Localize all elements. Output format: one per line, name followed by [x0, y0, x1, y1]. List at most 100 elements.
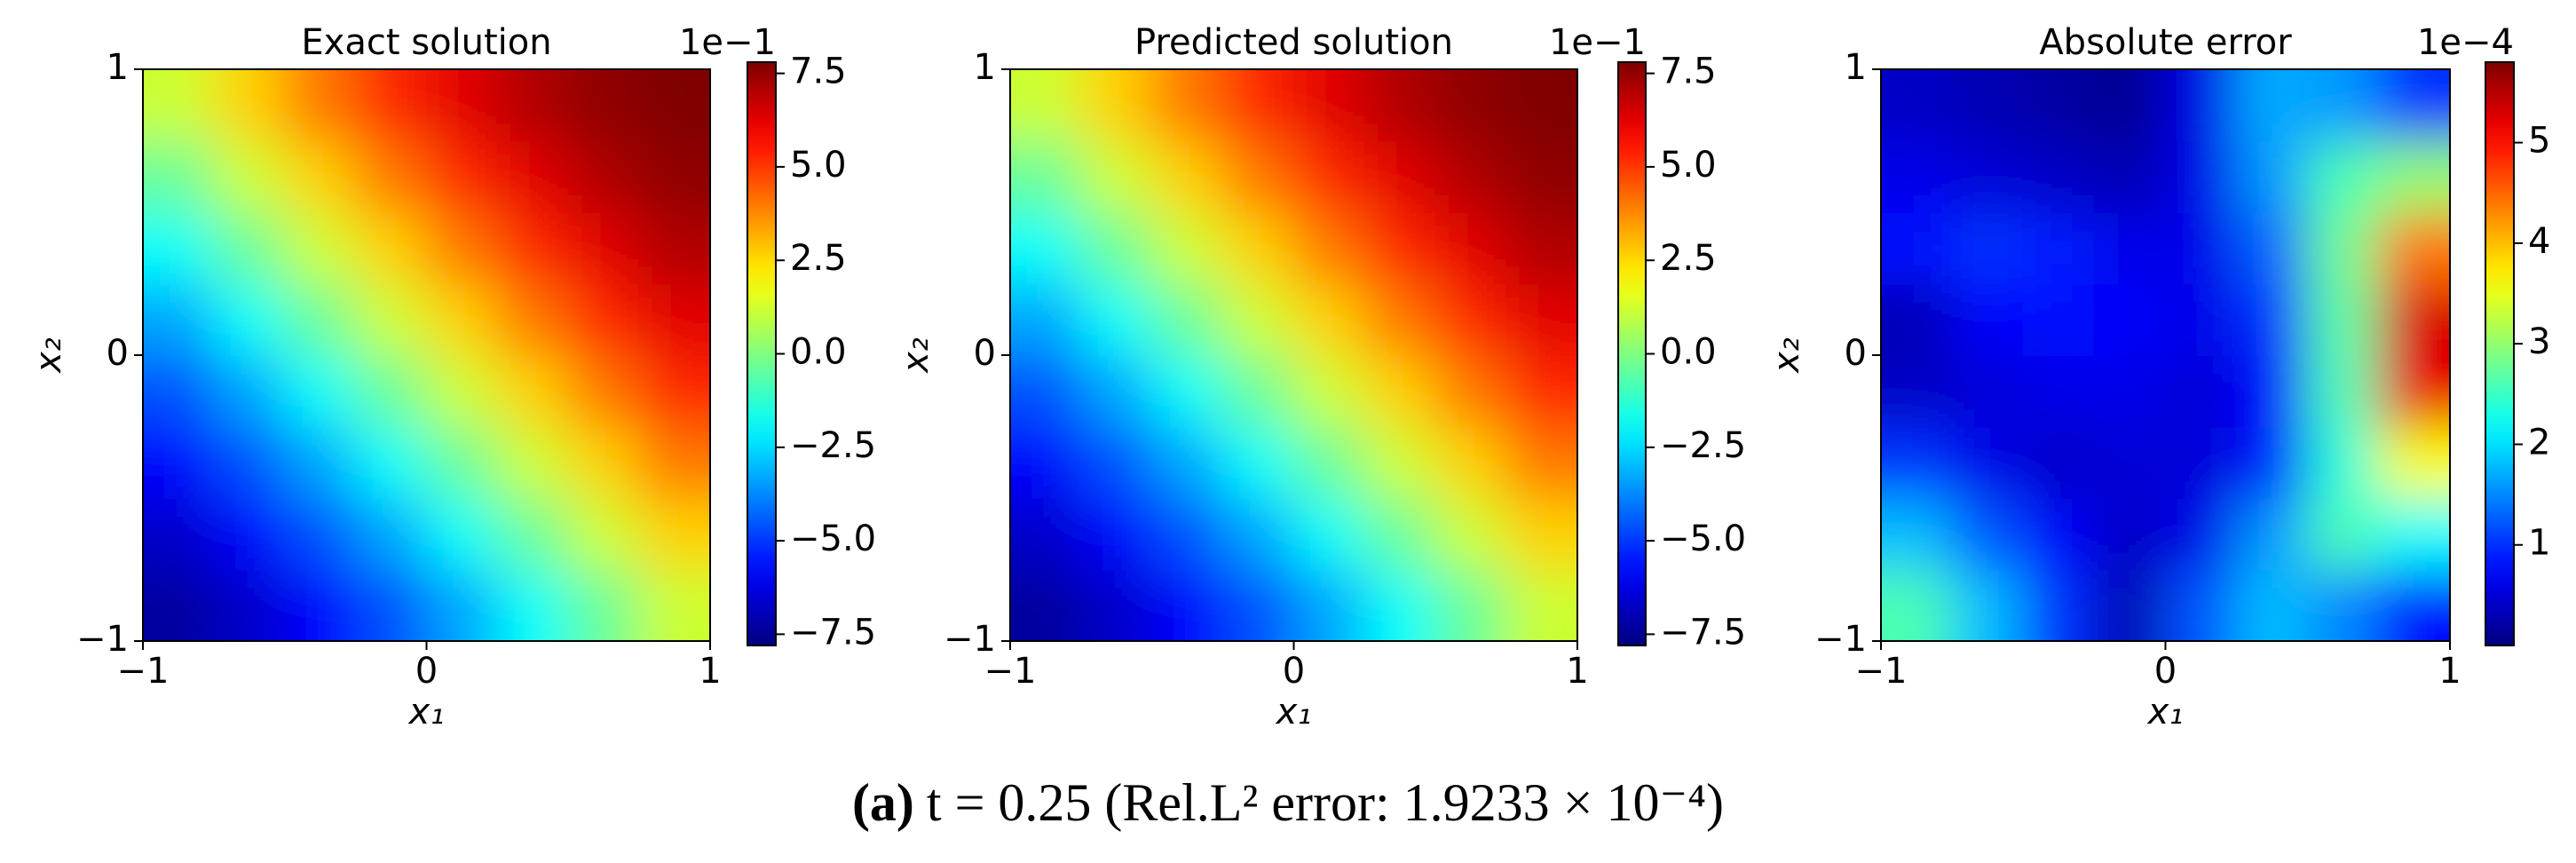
- heatmap-cell: [1079, 69, 1153, 142]
- colorbar-tick-label: 5.0: [1660, 145, 1717, 186]
- heatmap-cell: [1505, 69, 1577, 142]
- heatmap-cell: [1010, 139, 1082, 213]
- heatmap-cell: [1434, 211, 1508, 285]
- heatmap-cell: [2306, 497, 2380, 571]
- x-tick-label: −1: [117, 651, 170, 692]
- heatmap-cell: [638, 211, 710, 285]
- heatmap-cell: [2235, 354, 2309, 428]
- chart-title: Exact solution: [301, 22, 551, 63]
- heatmap-cell: [283, 211, 357, 285]
- heatmap-cell: [1010, 425, 1082, 499]
- heatmap-cell: [1881, 354, 1954, 428]
- heatmap-cell: [1292, 497, 1366, 571]
- y-tick-label: −1: [944, 619, 996, 660]
- heatmap-cell: [2377, 139, 2450, 213]
- heatmap-cell: [1150, 139, 1224, 213]
- heatmap-cell: [1292, 139, 1366, 213]
- heatmap-cell: [2235, 69, 2309, 142]
- heatmap-cell: [2164, 69, 2238, 142]
- heatmap-cell: [1079, 282, 1153, 356]
- x-tick-label: 0: [1283, 651, 1305, 692]
- heatmap-cell: [2306, 282, 2380, 356]
- heatmap-cell: [212, 354, 286, 428]
- heatmap-cell: [1221, 354, 1295, 428]
- heatmap-cell: [354, 211, 428, 285]
- heatmap-cell: [1951, 139, 2025, 213]
- heatmap-cell: [1505, 211, 1577, 285]
- colorbar-tick-label: 1: [2528, 523, 2550, 564]
- heatmap-cell: [1010, 69, 1082, 142]
- heatmap-cell: [1150, 211, 1224, 285]
- heatmap-cell: [567, 425, 641, 499]
- heatmap-cell: [1434, 568, 1508, 641]
- heatmap-cell: [1363, 211, 1437, 285]
- heatmap-cell: [1951, 568, 2025, 641]
- heatmap-cell: [2377, 425, 2450, 499]
- x-axis-label: x₁: [2146, 692, 2184, 732]
- heatmap-cell: [2022, 139, 2096, 213]
- heatmap-cell: [1505, 568, 1577, 641]
- heatmap-cell: [1881, 497, 1954, 571]
- heatmap-cell: [2022, 282, 2096, 356]
- colorbar-tick-label: −2.5: [1660, 425, 1746, 466]
- heatmap-cell: [1292, 282, 1366, 356]
- heatmap-cell: [638, 282, 710, 356]
- heatmap-cell: [1505, 282, 1577, 356]
- heatmap-cell: [1881, 69, 1954, 142]
- heatmap-cell: [283, 497, 357, 571]
- heatmap-cell: [2164, 139, 2238, 213]
- heatmap-cell: [1010, 282, 1082, 356]
- heatmap-cell: [1150, 568, 1224, 641]
- x-tick-label: 0: [2154, 651, 2177, 692]
- colorbar-tick-label: 0.0: [790, 332, 847, 373]
- heatmap-cell: [2093, 69, 2167, 142]
- heatmap-cell: [212, 497, 286, 571]
- heatmap-cell: [143, 425, 215, 499]
- heatmap-cell: [1079, 425, 1153, 499]
- y-tick-label: 0: [974, 333, 996, 374]
- heatmap-cell: [2164, 425, 2238, 499]
- heatmap-cell: [638, 354, 710, 428]
- heatmap-cell: [212, 568, 286, 641]
- heatmap-cell: [2306, 568, 2380, 641]
- heatmap: [1881, 69, 2450, 641]
- heatmap-cell: [567, 354, 641, 428]
- colorbar-tick-label: 2: [2528, 422, 2550, 463]
- heatmap-cell: [2377, 211, 2450, 285]
- heatmap-cell: [1150, 425, 1224, 499]
- heatmap-cell: [425, 425, 499, 499]
- heatmap-cell: [1434, 69, 1508, 142]
- heatmap-cell: [354, 568, 428, 641]
- heatmap-cell: [2022, 497, 2096, 571]
- heatmap-cell: [2022, 354, 2096, 428]
- heatmap-cell: [1079, 139, 1153, 213]
- heatmap-cell: [1951, 425, 2025, 499]
- heatmap-cell: [1881, 282, 1954, 356]
- heatmap-cell: [496, 211, 570, 285]
- heatmap-cell: [1363, 139, 1437, 213]
- x-tick-label: 1: [1566, 651, 1588, 692]
- colorbar-tick-label: 7.5: [790, 51, 847, 92]
- heatmap-cell: [1363, 568, 1437, 641]
- colorbar-tick-label: 2.5: [790, 238, 847, 279]
- colorbar-tick-label: −5.0: [1660, 519, 1746, 559]
- heatmap-cell: [212, 282, 286, 356]
- heatmap-cell: [425, 139, 499, 213]
- heatmap-cell: [2022, 568, 2096, 641]
- heatmap-cell: [2093, 425, 2167, 499]
- heatmap-cell: [2306, 354, 2380, 428]
- y-tick-label: 0: [107, 333, 129, 374]
- heatmap-cell: [354, 497, 428, 571]
- heatmap-cell: [638, 568, 710, 641]
- heatmap-cell: [1292, 211, 1366, 285]
- y-axis-label: x₂: [1766, 337, 1807, 375]
- y-axis-label: x₂: [28, 337, 69, 375]
- heatmap-cell: [143, 568, 215, 641]
- heatmap-cell: [1150, 69, 1224, 142]
- heatmap-cell: [2164, 568, 2238, 641]
- heatmap-cell: [2377, 497, 2450, 571]
- chart-title: Absolute error: [2039, 22, 2292, 63]
- heatmap-cell: [283, 282, 357, 356]
- heatmap-cell: [2022, 425, 2096, 499]
- heatmap-cell: [1505, 497, 1577, 571]
